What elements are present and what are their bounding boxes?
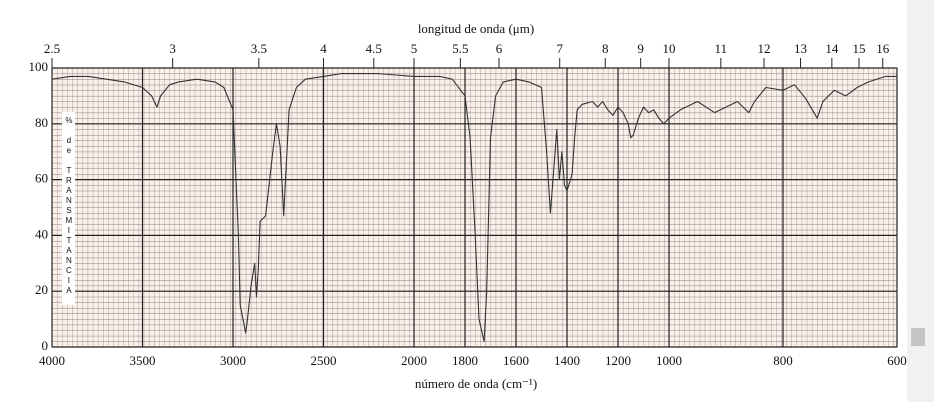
x-axis-label: número de onda (cm⁻¹) xyxy=(415,376,537,391)
y-tick-label: 20 xyxy=(35,282,48,297)
x2-tick-label: 11 xyxy=(715,41,728,56)
x2-tick-label: 3.5 xyxy=(251,41,267,56)
grid xyxy=(51,67,898,348)
x2-tick-label: 10 xyxy=(663,41,676,56)
x-tick-label: 600 xyxy=(887,353,907,368)
x-tick-label: 2500 xyxy=(311,353,337,368)
x-tick-label: 800 xyxy=(773,353,793,368)
x2-tick-label: 5 xyxy=(411,41,418,56)
plot-frame xyxy=(51,67,898,348)
y-label: % de TRANSMITANCIA xyxy=(64,116,73,296)
x2-tick-label: 5.5 xyxy=(452,41,468,56)
x-tick-label: 3500 xyxy=(130,353,156,368)
x2-tick-label: 6 xyxy=(496,41,503,56)
y-tick-label: 0 xyxy=(42,338,49,353)
x-tick-label: 2000 xyxy=(401,353,427,368)
minor-grid-v xyxy=(52,68,897,347)
x2-tick-label: 9 xyxy=(637,41,644,56)
x-tick-label: 4000 xyxy=(39,353,65,368)
x-tick-label: 1000 xyxy=(656,353,682,368)
scrollbar-thumb[interactable] xyxy=(911,328,925,346)
x2-tick-label: 13 xyxy=(794,41,807,56)
x2-tick-label: 7 xyxy=(556,41,563,56)
x2-tick-label: 14 xyxy=(825,41,839,56)
y-tick-label: 100 xyxy=(29,59,49,74)
x2-tick-label: 8 xyxy=(602,41,609,56)
x-tick-label: 1400 xyxy=(554,353,580,368)
x2-tick-label: 15 xyxy=(853,41,866,56)
y-tick-label: 80 xyxy=(35,115,48,130)
x-tick-label: 1200 xyxy=(605,353,631,368)
x-tick-label: 1600 xyxy=(503,353,529,368)
x-tick-label: 1800 xyxy=(452,353,478,368)
x2-tick-label: 2.5 xyxy=(44,41,60,56)
x2-tick-label: 4.5 xyxy=(366,41,382,56)
x2-tick-label: 3 xyxy=(169,41,176,56)
top-axis-label: longitud de onda (μm) xyxy=(418,21,534,36)
x2-tick-label: 12 xyxy=(758,41,771,56)
x2-tick-label: 4 xyxy=(320,41,327,56)
spectrum-line xyxy=(51,73,897,342)
y-tick-label: 40 xyxy=(35,226,48,241)
y-label-box xyxy=(62,112,75,305)
x2-tick-label: 16 xyxy=(876,41,890,56)
x-tick-label: 3000 xyxy=(220,353,246,368)
y-tick-label: 60 xyxy=(35,171,48,186)
